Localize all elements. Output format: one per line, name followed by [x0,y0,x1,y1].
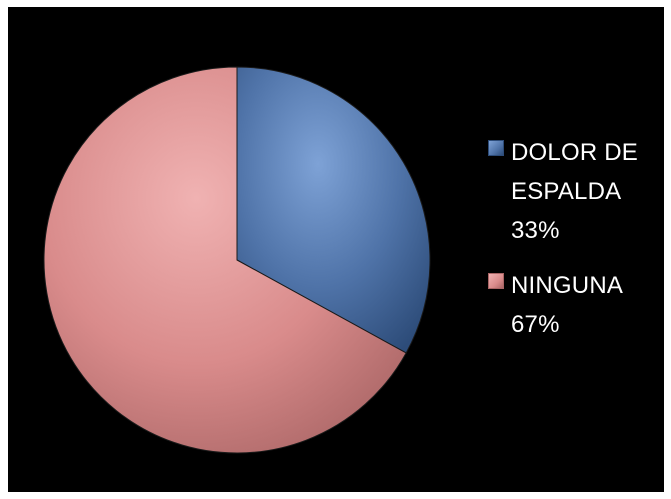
pie-slice-dolor-de-espalda [236,66,431,354]
legend-text-ninguna: NINGUNA 67% [511,266,623,344]
legend-label-ninguna: NINGUNA [511,272,624,299]
chart-legend: DOLOR DE ESPALDA 33% NINGUNA 67% [488,133,662,360]
legend-item-dolor-de-espalda: DOLOR DE ESPALDA 33% [488,133,662,250]
legend-item-ninguna: NINGUNA 67% [488,266,662,344]
legend-value-ninguna: 67% [511,311,560,338]
legend-text-dolor-de-espalda: DOLOR DE ESPALDA 33% [511,133,638,250]
pie-chart-plot [43,66,431,454]
legend-label-dolor-de-espalda-line-1: DOLOR DE [511,139,638,166]
legend-swatch-ninguna [488,273,504,289]
pie-slice-ninguna [43,66,407,454]
legend-swatch-dolor-de-espalda [488,140,504,156]
legend-value-dolor-de-espalda: 33% [511,217,560,244]
legend-label-dolor-de-espalda-line-2: ESPALDA [511,178,622,205]
pie-chart: DOLOR DE ESPALDA 33% NINGUNA 67% [8,7,664,492]
